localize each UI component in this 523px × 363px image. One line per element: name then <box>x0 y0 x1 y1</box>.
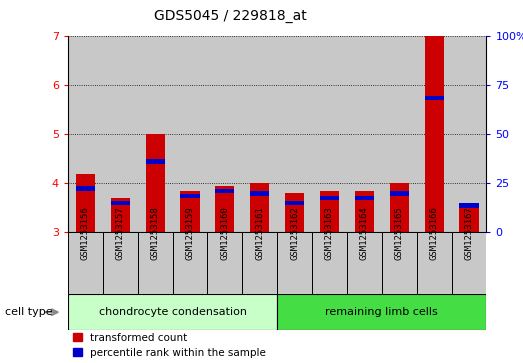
Bar <box>250 183 269 232</box>
Bar <box>208 36 242 232</box>
Bar <box>417 36 451 232</box>
Bar <box>425 36 444 232</box>
Bar <box>355 196 374 200</box>
Bar <box>347 232 382 294</box>
Text: cell type: cell type <box>5 307 53 317</box>
Bar <box>355 191 374 232</box>
Bar <box>285 201 304 205</box>
Bar <box>138 36 173 232</box>
Bar <box>285 193 304 232</box>
Bar <box>320 191 339 232</box>
Bar <box>451 36 486 232</box>
Text: GSM1253158: GSM1253158 <box>151 206 160 260</box>
Bar <box>103 232 138 294</box>
Bar <box>103 36 138 232</box>
Bar <box>145 134 165 232</box>
Text: GSM1253167: GSM1253167 <box>464 206 473 260</box>
Bar <box>208 232 242 294</box>
Text: GSM1253165: GSM1253165 <box>395 206 404 260</box>
Bar <box>382 232 417 294</box>
Bar <box>459 208 479 232</box>
Text: GSM1253161: GSM1253161 <box>255 206 264 260</box>
Bar <box>173 232 208 294</box>
Bar <box>277 36 312 232</box>
Bar <box>68 232 103 294</box>
Text: GSM1253157: GSM1253157 <box>116 206 125 260</box>
Bar <box>347 36 382 232</box>
Bar <box>145 159 165 164</box>
Bar <box>180 191 200 232</box>
Bar <box>173 36 208 232</box>
Bar <box>451 232 486 294</box>
Bar <box>138 232 173 294</box>
Bar <box>277 232 312 294</box>
Legend: transformed count, percentile rank within the sample: transformed count, percentile rank withi… <box>73 333 266 358</box>
Bar <box>390 183 409 232</box>
Text: GSM1253166: GSM1253166 <box>429 206 439 260</box>
Bar <box>459 203 479 208</box>
Text: GSM1253164: GSM1253164 <box>360 206 369 260</box>
Bar <box>390 191 409 196</box>
Text: chondrocyte condensation: chondrocyte condensation <box>99 307 246 317</box>
Bar <box>111 201 130 205</box>
Bar <box>382 36 417 232</box>
Bar <box>76 186 95 191</box>
Bar <box>215 189 234 193</box>
Bar <box>425 95 444 100</box>
Text: GSM1253163: GSM1253163 <box>325 206 334 260</box>
Bar <box>312 36 347 232</box>
Text: GSM1253160: GSM1253160 <box>220 206 230 260</box>
Bar <box>76 174 95 232</box>
Text: GDS5045 / 229818_at: GDS5045 / 229818_at <box>154 9 306 23</box>
Bar <box>242 36 277 232</box>
Bar <box>215 186 234 232</box>
Text: GSM1253159: GSM1253159 <box>186 206 195 260</box>
Bar <box>111 198 130 232</box>
Bar <box>312 232 347 294</box>
Bar <box>417 232 451 294</box>
Text: GSM1253162: GSM1253162 <box>290 206 299 260</box>
Text: remaining limb cells: remaining limb cells <box>325 307 438 317</box>
Bar <box>180 193 200 198</box>
Bar <box>242 232 277 294</box>
Text: GSM1253156: GSM1253156 <box>81 206 90 260</box>
Bar <box>250 191 269 196</box>
Bar <box>68 294 277 330</box>
Bar <box>277 294 486 330</box>
Bar <box>68 36 103 232</box>
Bar <box>320 196 339 200</box>
